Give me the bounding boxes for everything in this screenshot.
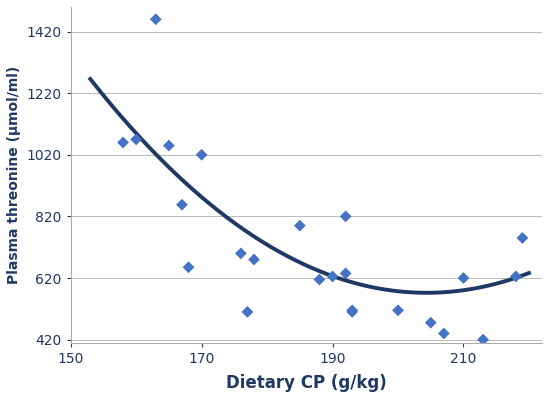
Point — [518, 235, 527, 241]
Point — [184, 264, 193, 271]
Point — [132, 136, 141, 142]
Point — [315, 277, 324, 283]
Point — [459, 275, 468, 281]
Point — [295, 223, 304, 229]
X-axis label: Dietary CP (g/kg): Dietary CP (g/kg) — [226, 374, 386, 392]
Point — [119, 139, 127, 146]
Point — [439, 330, 448, 337]
Point — [165, 142, 173, 149]
Point — [427, 320, 435, 326]
Point — [348, 307, 357, 314]
Point — [197, 152, 206, 158]
Point — [177, 201, 186, 208]
Point — [237, 250, 245, 257]
Point — [348, 309, 357, 315]
Point — [341, 270, 350, 277]
Point — [250, 256, 259, 263]
Point — [328, 273, 337, 280]
Point — [243, 309, 252, 315]
Point — [152, 16, 160, 22]
Point — [512, 273, 520, 280]
Point — [394, 307, 402, 314]
Y-axis label: Plasma threonine (μmol/ml): Plasma threonine (μmol/ml) — [7, 66, 21, 284]
Point — [341, 213, 350, 219]
Point — [479, 336, 488, 343]
